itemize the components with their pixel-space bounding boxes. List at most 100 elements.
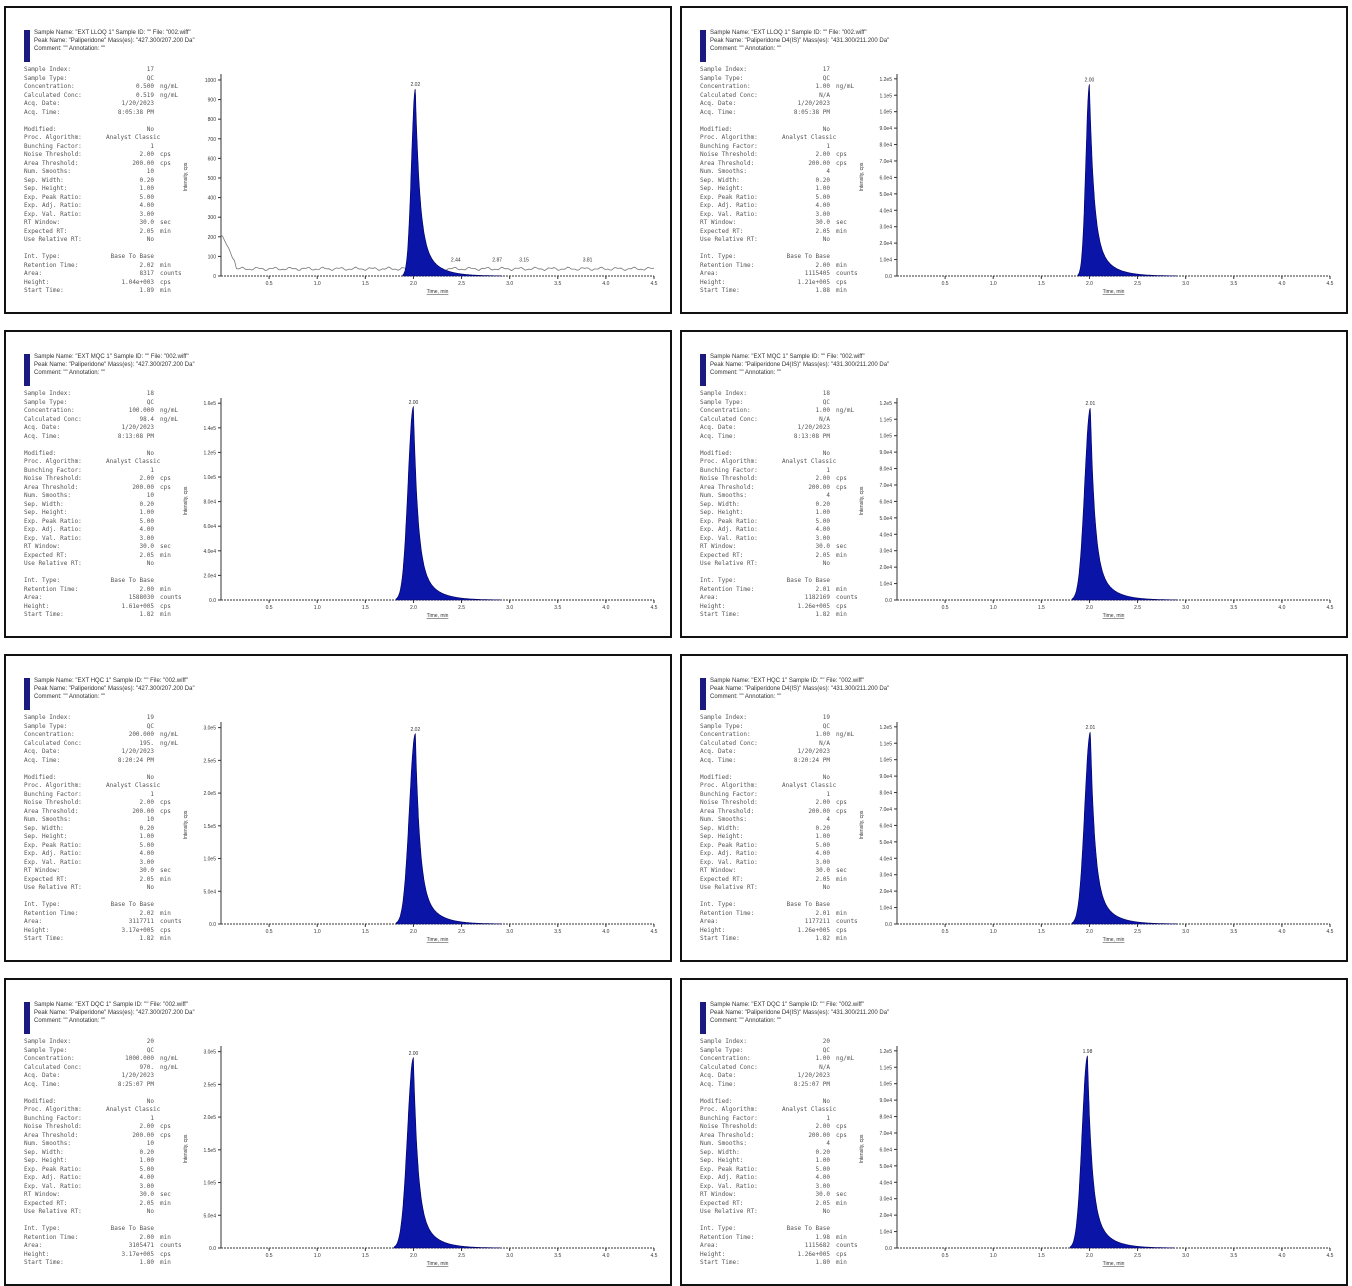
y-tick-label: 2.0e4 bbox=[879, 1213, 892, 1219]
y-tick-label: 0.0 bbox=[885, 274, 892, 280]
x-axis-label: Time, min bbox=[1103, 613, 1125, 619]
info-unit: counts bbox=[160, 1242, 182, 1249]
info-value: QC bbox=[146, 722, 154, 730]
y-axis-label: Intensity, cps bbox=[183, 162, 189, 191]
info-row: Retention Time: 1.98 min bbox=[700, 1234, 870, 1243]
info-unit: cps bbox=[160, 1131, 171, 1139]
info-key: Sample Index: bbox=[24, 66, 71, 73]
info-row: Exp. Val. Ratio: 3.00 bbox=[24, 859, 194, 868]
info-key: Sep. Height: bbox=[700, 185, 744, 192]
info-row: Proc. Algorithm: Analyst Classic bbox=[24, 1106, 194, 1115]
y-tick-label: 1.5e5 bbox=[203, 1148, 216, 1154]
info-row: Area: 1115682 counts bbox=[700, 1242, 870, 1251]
info-row: Bunching Factor: 1 bbox=[24, 1115, 194, 1124]
y-tick-label: 1.4e5 bbox=[203, 426, 216, 432]
info-value: No bbox=[146, 236, 154, 243]
y-tick-label: 9.0e4 bbox=[879, 1098, 892, 1104]
chromatogram-panel: Sample Name: "EXT MQC 1" Sample ID: "" F… bbox=[4, 330, 672, 638]
info-value: 1 bbox=[150, 1114, 154, 1122]
info-row: Exp. Peak Ratio: 5.00 bbox=[700, 1166, 870, 1175]
info-row: Sample Type: QC bbox=[24, 399, 194, 408]
peak-area bbox=[1071, 732, 1178, 925]
info-value: 2.05 bbox=[815, 875, 830, 883]
info-row: RT Window: 30.0 sec bbox=[24, 1191, 194, 1200]
info-value: 0.20 bbox=[139, 824, 154, 832]
info-row: Calculated Conc: 195. ng/mL bbox=[24, 740, 194, 749]
info-row: Acq. Date: 1/20/2023 bbox=[24, 748, 194, 757]
info-value: QC bbox=[822, 722, 830, 730]
x-tick-label: 4.0 bbox=[1278, 281, 1285, 287]
y-tick-label: 2.0e4 bbox=[879, 889, 892, 895]
info-row: Use Relative RT: No bbox=[24, 1208, 194, 1217]
info-row: Proc. Algorithm: Analyst Classic bbox=[700, 782, 870, 791]
y-tick-label: 7.0e4 bbox=[879, 1131, 892, 1137]
y-tick-label: 1.1e5 bbox=[879, 93, 892, 99]
y-tick-label: 400 bbox=[208, 196, 217, 202]
info-row: Height: 1.21e+005 cps bbox=[700, 279, 870, 288]
info-row: Bunching Factor: 1 bbox=[700, 791, 870, 800]
y-tick-label: 1.0e5 bbox=[879, 758, 892, 764]
info-key: Use Relative RT: bbox=[24, 1208, 82, 1215]
info-row: Area: 3117711 counts bbox=[24, 918, 194, 927]
info-row: Exp. Adj. Ratio: 4.00 bbox=[700, 526, 870, 535]
info-row: Exp. Adj. Ratio: 4.00 bbox=[24, 202, 194, 211]
info-unit: min bbox=[836, 611, 847, 618]
info-key: Modified: bbox=[700, 125, 733, 133]
x-tick-label: 4.0 bbox=[1278, 1253, 1285, 1259]
info-unit: sec bbox=[160, 543, 171, 550]
info-row: Num. Smooths: 10 bbox=[24, 1140, 194, 1149]
info-row: Acq. Date: 1/20/2023 bbox=[24, 100, 194, 109]
info-row: Exp. Peak Ratio: 5.00 bbox=[24, 194, 194, 203]
info-key: Bunching Factor: bbox=[700, 466, 758, 474]
info-unit: ng/mL bbox=[160, 1063, 179, 1071]
info-value: 3.17e+005 bbox=[121, 1250, 154, 1258]
info-row: Proc. Algorithm: Analyst Classic bbox=[700, 1106, 870, 1115]
info-value: 1.89 bbox=[139, 287, 154, 294]
info-key: Sample Type: bbox=[24, 722, 68, 730]
info-key: Start Time: bbox=[24, 1259, 64, 1266]
info-value: 8:25:07 PM bbox=[793, 1080, 830, 1088]
info-value: 5.00 bbox=[815, 517, 830, 525]
info-unit: ng/mL bbox=[160, 83, 179, 90]
info-row: Calculated Conc: 0.519 ng/mL bbox=[24, 92, 194, 101]
y-tick-label: 1000 bbox=[205, 78, 216, 84]
info-row: Height: 3.17e+005 cps bbox=[24, 927, 194, 936]
info-row: Num. Smooths: 10 bbox=[24, 492, 194, 501]
y-tick-label: 5.0e4 bbox=[203, 889, 216, 895]
info-row: Concentration: 1000.000 ng/mL bbox=[24, 1055, 194, 1064]
info-row: Area Threshold: 200.00 cps bbox=[700, 484, 870, 493]
info-key: RT Window: bbox=[700, 867, 737, 874]
header-marker bbox=[24, 354, 30, 386]
info-unit: cps bbox=[836, 1131, 847, 1139]
info-key: Sep. Height: bbox=[24, 185, 68, 192]
processing-info: Sample Index: 20 Sample Type: QC Concentrati… bbox=[700, 1038, 870, 1268]
info-row: Calculated Conc: N/A bbox=[700, 740, 870, 749]
y-tick-label: 3.0e5 bbox=[203, 726, 216, 732]
retention-time-label: 2.02 bbox=[411, 82, 421, 88]
processing-info: Sample Index: 18 Sample Type: QC Concentrati… bbox=[24, 390, 194, 620]
info-value: 19 bbox=[822, 714, 830, 721]
info-unit: cps bbox=[836, 1123, 847, 1130]
info-value: 1.00 bbox=[139, 185, 154, 192]
chromatogram-panel: Sample Name: "EXT HQC 1" Sample ID: "" F… bbox=[4, 654, 672, 962]
info-value: 3.00 bbox=[815, 210, 830, 218]
x-tick-label: 4.0 bbox=[602, 929, 609, 935]
y-tick-label: 9.0e4 bbox=[879, 450, 892, 456]
info-row: Sep. Height: 1.00 bbox=[700, 1157, 870, 1166]
x-tick-label: 2.5 bbox=[458, 1253, 465, 1259]
info-key: Sample Type: bbox=[700, 398, 744, 406]
info-row: Sep. Width: 0.20 bbox=[24, 825, 194, 834]
info-row: Area: 1588030 counts bbox=[24, 594, 194, 603]
info-row: Exp. Val. Ratio: 3.00 bbox=[700, 1183, 870, 1192]
info-row: Sep. Height: 1.00 bbox=[700, 833, 870, 842]
info-value: 98.4 bbox=[139, 415, 154, 423]
info-unit: min bbox=[836, 935, 847, 942]
info-key: Start Time: bbox=[24, 611, 64, 618]
info-value: 8317 bbox=[139, 270, 154, 277]
info-value: 200.00 bbox=[808, 483, 830, 491]
chromatogram-chart: 0.0 5.0e4 1.0e5 1.5e5 2.0e5 2.5e5 3.0e5 0.5 1.0 1… bbox=[183, 722, 658, 943]
info-value: 1.88 bbox=[815, 287, 830, 294]
info-key: Calculated Conc: bbox=[700, 91, 758, 99]
info-row: Modified: No bbox=[24, 450, 194, 459]
x-tick-label: 0.5 bbox=[266, 929, 273, 935]
